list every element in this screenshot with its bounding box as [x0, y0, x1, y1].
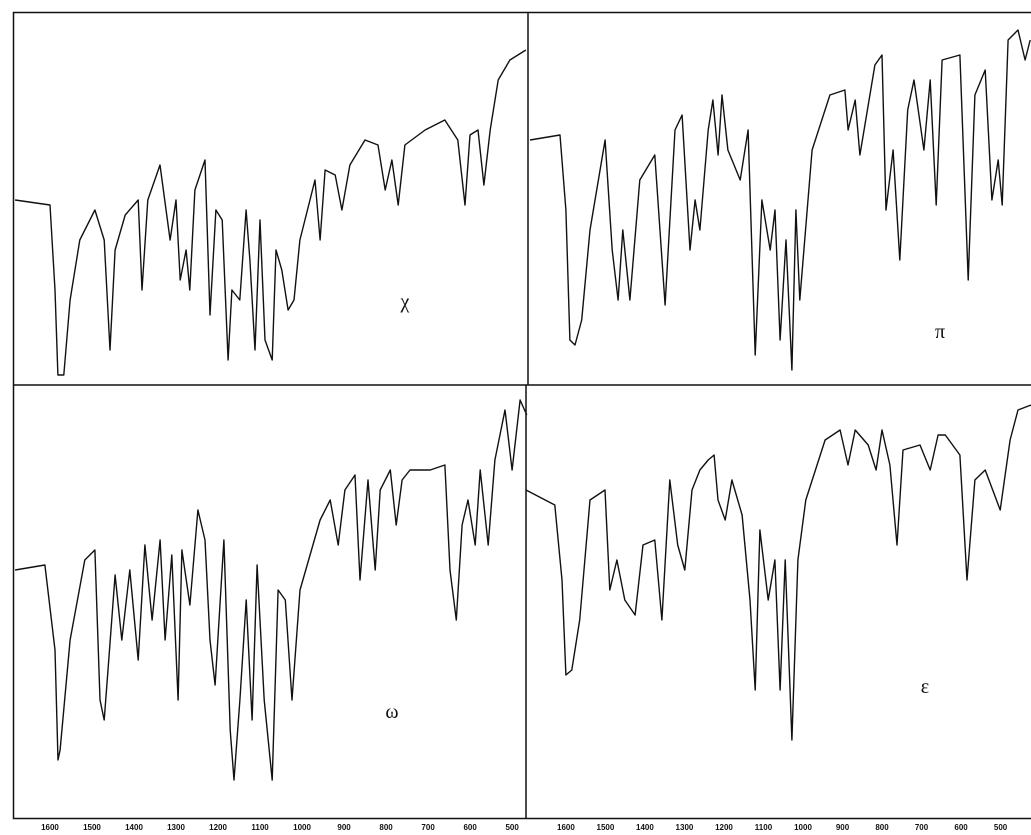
- panel-label: ω: [385, 701, 398, 723]
- spectrum-line: [529, 29, 1031, 371]
- x-tick-label: 800: [875, 823, 889, 832]
- x-tick-label: 1400: [125, 823, 143, 832]
- x-tick-label: 1000: [293, 823, 311, 832]
- spectrum-line: [525, 404, 1031, 741]
- panel-label: χ: [400, 291, 410, 313]
- x-tick-label: 1000: [794, 823, 812, 832]
- x-tick-label: 1200: [715, 823, 733, 832]
- x-tick-label: 1500: [597, 823, 615, 832]
- x-tick-label: 700: [915, 823, 929, 832]
- x-tick-label: 900: [836, 823, 850, 832]
- x-tick-label: 600: [954, 823, 968, 832]
- x-tick-label: 600: [463, 823, 477, 832]
- x-tick-label: 1100: [755, 823, 773, 832]
- spectrum-line: [14, 399, 528, 781]
- x-tick-label: 1400: [636, 823, 654, 832]
- x-tick-label: 800: [379, 823, 393, 832]
- x-tick-label: 1300: [167, 823, 185, 832]
- x-tick-label: 1300: [676, 823, 694, 832]
- panel-label: ε: [921, 676, 929, 698]
- spectrum-line: [15, 49, 527, 376]
- x-tick-label: 700: [421, 823, 435, 832]
- frame: [12, 11, 1031, 820]
- x-tick-label: 1200: [209, 823, 227, 832]
- panel-label: π: [935, 321, 945, 343]
- x-tick-label: 1600: [41, 823, 59, 832]
- x-tick-label: 1600: [557, 823, 575, 832]
- x-tick-label: 900: [337, 823, 351, 832]
- x-tick-label: 500: [505, 823, 519, 832]
- x-tick-label: 1500: [83, 823, 101, 832]
- x-tick-label: 1100: [251, 823, 269, 832]
- x-tick-label: 500: [994, 823, 1008, 832]
